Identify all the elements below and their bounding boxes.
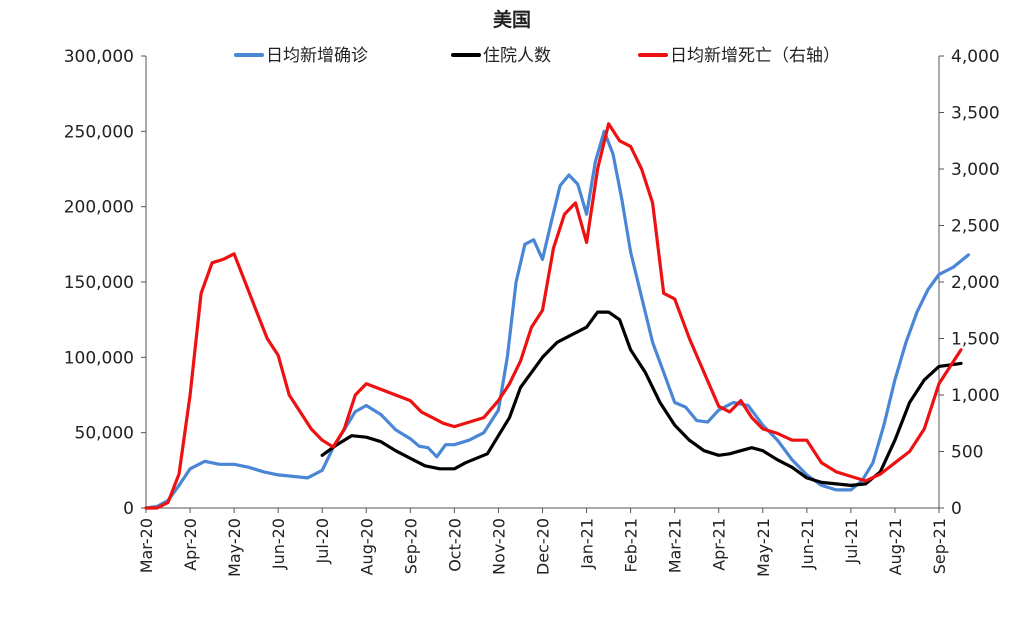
left-tick-label: 50,000 [75, 424, 134, 444]
x-tick-label: Aug-21 [886, 518, 905, 575]
x-tick-label: Mar-21 [666, 518, 685, 573]
series-line-3 [144, 122, 963, 510]
series-line-2 [320, 310, 963, 487]
left-tick-label: 0 [123, 499, 134, 519]
x-tick-label: Jan-21 [578, 518, 597, 570]
x-tick-label: Mar-20 [137, 518, 156, 573]
left-tick-label: 300,000 [64, 47, 134, 67]
right-tick-label: 4,000 [951, 47, 1000, 67]
right-tick-label: 1,500 [951, 330, 1000, 350]
x-tick-label: May-20 [225, 518, 244, 577]
axes: 0 50,000 100,000 150,000 200,000 250,000 300,0… [64, 47, 1000, 577]
right-tick-label: 3,500 [951, 104, 1000, 124]
x-tick-label: Apr-21 [710, 518, 729, 571]
left-tick-label: 200,000 [64, 198, 134, 218]
right-tick-label: 3,000 [951, 160, 1000, 180]
x-tick-label: Dec-20 [534, 518, 553, 575]
x-tick-label: Sep-20 [401, 518, 420, 574]
x-tick-label: Jun-20 [269, 518, 288, 570]
legend-label-2: 住院人数 [483, 46, 551, 66]
left-tick-label: 150,000 [64, 273, 134, 293]
x-tick-label: Jun-21 [798, 518, 817, 570]
x-tick-label: Feb-21 [622, 518, 641, 572]
right-tick-label: 2,500 [951, 217, 1000, 237]
x-tick-label: Oct-20 [445, 518, 464, 572]
legend: 日均新增确诊 住院人数 日均新增死亡（右轴） [234, 46, 840, 66]
x-tick-label: Aug-20 [357, 518, 376, 575]
right-tick-label: 500 [951, 443, 983, 463]
series-line-1 [144, 129, 971, 510]
chart-title: 美国 [493, 8, 531, 31]
x-tick-label: Jul-21 [842, 518, 861, 564]
plot-area [144, 122, 971, 510]
x-tick-label: Sep-21 [930, 518, 949, 574]
left-tick-label: 250,000 [64, 122, 134, 142]
right-tick-label: 1,000 [951, 386, 1000, 406]
left-tick-label: 100,000 [64, 348, 134, 368]
right-tick-label: 0 [951, 499, 962, 519]
x-tick-label: Jul-20 [313, 518, 332, 564]
legend-label-3: 日均新增死亡（右轴） [670, 46, 840, 66]
x-tick-label: Apr-20 [181, 518, 200, 571]
x-tick-label: Nov-20 [489, 518, 508, 575]
x-tick-label: May-21 [754, 518, 773, 577]
legend-label-1: 日均新增确诊 [266, 46, 368, 66]
right-tick-label: 2,000 [951, 273, 1000, 293]
